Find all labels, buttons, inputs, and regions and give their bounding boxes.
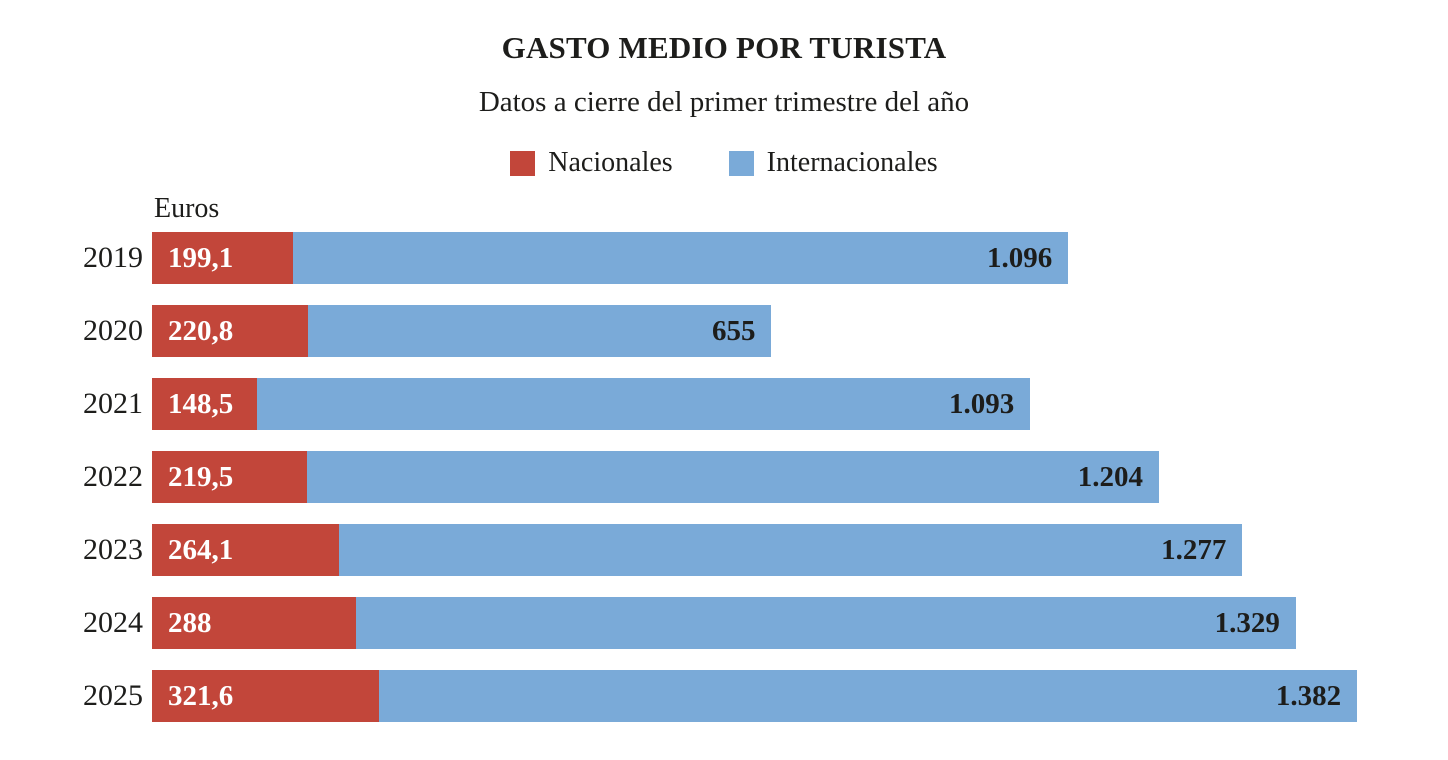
value-label-internacionales: 1.204: [1077, 460, 1143, 493]
bar-segment-nacionales: 321,6: [152, 670, 380, 722]
nacionales-swatch-icon: [510, 150, 536, 176]
legend-label-nacionales: Nacionales: [548, 147, 673, 178]
bar-segment-nacionales: 288: [152, 597, 356, 649]
year-label: 2022: [83, 460, 143, 493]
axis-unit-label: Euros: [154, 193, 220, 224]
value-label-internacionales: 1.277: [1161, 533, 1227, 566]
bar-segment-internacionales: 1.329: [355, 597, 1296, 649]
value-label-nacionales: 199,1: [168, 241, 234, 274]
value-label-nacionales: 219,5: [168, 460, 234, 493]
bar-track: 219,5 1.204: [152, 451, 1448, 503]
value-label-internacionales: 655: [711, 314, 756, 347]
year-label: 2019: [83, 241, 143, 274]
bar-chart: 2019 199,1 1.096 2020 220,8 655 2021 148,5 1.093…: [0, 232, 1448, 722]
value-label-internacionales: 1.382: [1275, 679, 1342, 712]
legend: Nacionales Internacionales: [0, 147, 1448, 179]
chart-figure: GASTO MEDIO POR TURISTA Datos a cierre d…: [0, 30, 1448, 722]
chart-row-2025: 2025 321,6 1.382: [0, 670, 1448, 722]
chart-row-2023: 2023 264,1 1.277: [0, 524, 1448, 576]
chart-row-2020: 2020 220,8 655: [0, 305, 1448, 357]
value-label-nacionales: 264,1: [168, 533, 234, 566]
value-label-nacionales: 321,6: [168, 679, 234, 712]
chart-subtitle: Datos a cierre del primer trimestre del …: [478, 86, 970, 118]
bar-track: 220,8 655: [152, 305, 1448, 357]
value-label-nacionales: 220,8: [168, 314, 234, 347]
chart-row-2024: 2024 288 1.329: [0, 597, 1448, 649]
bar-track: 148,5 1.093: [152, 378, 1448, 430]
legend-item-nacionales: Nacionales: [510, 147, 673, 179]
chart-row-2021: 2021 148,5 1.093: [0, 378, 1448, 430]
value-label-nacionales: 148,5: [168, 387, 234, 420]
bar-segment-internacionales: 1.096: [292, 232, 1069, 284]
legend-item-internacionales: Internacionales: [728, 147, 938, 179]
bar-segment-nacionales: 148,5: [152, 378, 258, 430]
bar-track: 288 1.329: [152, 597, 1448, 649]
value-label-internacionales: 1.096: [987, 241, 1053, 274]
year-label: 2024: [83, 606, 143, 639]
bar-segment-internacionales: 1.382: [379, 670, 1358, 722]
bar-segment-internacionales: 1.093: [257, 378, 1031, 430]
year-label: 2020: [83, 314, 143, 347]
bar-track: 321,6 1.382: [152, 670, 1448, 722]
chart-title: GASTO MEDIO POR TURISTA: [501, 30, 947, 65]
bar-track: 199,1 1.096: [152, 232, 1448, 284]
year-label: 2021: [83, 387, 143, 420]
bar-segment-nacionales: 199,1: [152, 232, 293, 284]
year-label: 2023: [83, 533, 143, 566]
bar-segment-nacionales: 220,8: [152, 305, 309, 357]
year-label: 2025: [83, 679, 143, 712]
value-label-nacionales: 288: [168, 606, 212, 639]
bar-segment-nacionales: 264,1: [152, 524, 339, 576]
internacionales-swatch-icon: [728, 150, 754, 176]
chart-row-2022: 2022 219,5 1.204: [0, 451, 1448, 503]
legend-label-internacionales: Internacionales: [766, 147, 938, 178]
bar-track: 264,1 1.277: [152, 524, 1448, 576]
value-label-internacionales: 1.329: [1214, 606, 1280, 639]
value-label-internacionales: 1.093: [949, 387, 1015, 420]
chart-row-2019: 2019 199,1 1.096: [0, 232, 1448, 284]
bar-segment-internacionales: 655: [308, 305, 772, 357]
bar-segment-internacionales: 1.204: [307, 451, 1159, 503]
bar-segment-nacionales: 219,5: [152, 451, 308, 503]
bar-segment-internacionales: 1.277: [338, 524, 1243, 576]
